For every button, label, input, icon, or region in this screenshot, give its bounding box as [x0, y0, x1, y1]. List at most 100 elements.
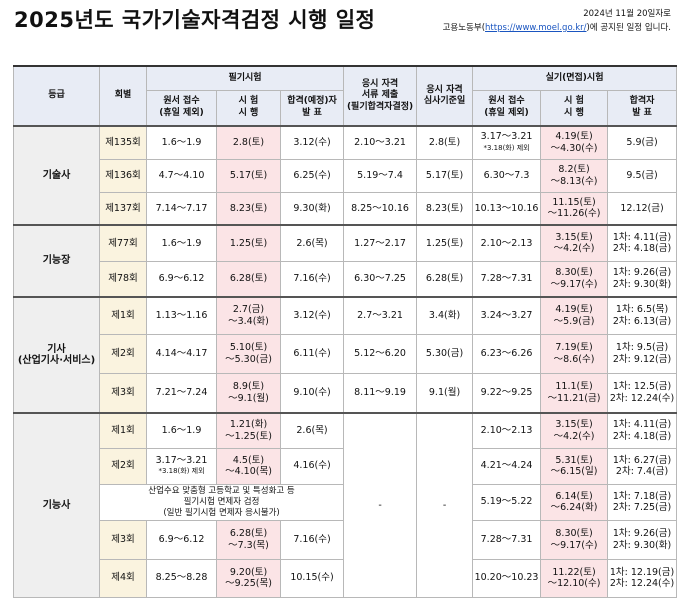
p-result-cell: 1차: 6.27(금) 2차: 7.4(금)	[607, 447, 678, 485]
grade-craftsman-master: 기능장	[13, 224, 100, 298]
session-cell: 제78회	[99, 260, 147, 298]
w-app-cell: 8.25～8.28	[146, 558, 217, 598]
w-app-cell: 4.14～4.17	[146, 333, 217, 374]
p-result-cell: 1차: 9.26(금) 2차: 9.30(화)	[607, 260, 678, 298]
w-exam-cell: 6.28(토)	[216, 260, 281, 298]
review-cell: 3.4(화)	[416, 296, 474, 335]
p-result-cell: 12.12(금)	[607, 191, 678, 226]
session-cell: 제135회	[99, 125, 147, 160]
p-app-cell: 6.30～7.3	[472, 158, 542, 193]
w-result-cell: 10.15(수)	[279, 558, 345, 598]
grade-engineer: 기사 (산업기사·서비스)	[13, 296, 100, 414]
p-app-cell: 9.22～9.25	[472, 372, 542, 414]
session-cell: 제77회	[99, 224, 147, 262]
review-cell: 5.30(금)	[416, 333, 474, 374]
p-result-cell: 1차: 6.5(목) 2차: 6.13(금)	[607, 296, 678, 335]
p-result-cell: 1차: 12.5(금) 2차: 12.24(수)	[607, 372, 678, 414]
p-exam-cell: 8.30(토) ～9.17(수)	[540, 519, 609, 560]
col-doc-submit: 응시 자격 서류 제출 (필기합격자결정)	[343, 65, 418, 127]
w-result-cell: 7.16(수)	[279, 260, 345, 298]
w-app-cell: 1.6～1.9	[146, 125, 217, 160]
w-app-cell: 4.7～4.10	[146, 158, 217, 193]
exam-schedule-table: 등급 회별 필기시험 응시 자격 서류 제출 (필기합격자결정) 응시 자격 심사기준…	[13, 65, 678, 598]
session-cell: 제137회	[99, 191, 147, 226]
p-result-cell: 1차: 4.11(금) 2차: 4.18(금)	[607, 224, 678, 262]
notice-prefix: 고용노동부(	[442, 23, 486, 33]
w-exam-cell: 1.25(토)	[216, 224, 281, 262]
p-exam-cell: 7.19(토) ～8.6(수)	[540, 333, 609, 374]
session-cell: 제1회	[99, 412, 147, 449]
p-result-cell: 5.9(금)	[607, 125, 678, 160]
review-cell: 1.25(토)	[416, 224, 474, 262]
page-title: 2025년도 국가기술자격검정 시행 일정	[14, 8, 376, 32]
p-exam-cell: 5.31(토) ～6.15(일)	[540, 447, 609, 485]
table-row: 기능장 제77회 1.6～1.9 1.25(토) 2.6(목) 1.27～2.1…	[13, 224, 678, 298]
p-exam-cell: 11.15(토) ～11.26(수)	[540, 191, 609, 226]
doc-cell: 8.11～9.19	[343, 372, 418, 414]
w-result-cell: 3.12(수)	[279, 296, 345, 335]
p-exam-cell: 4.19(토) ～5.9(금)	[540, 296, 609, 335]
review-cell-dash: -	[416, 412, 474, 598]
w-exam-cell: 4.5(토) ～4.10(목)	[216, 447, 281, 485]
w-app-cell: 6.9～6.12	[146, 519, 217, 560]
table-row: 제78회 6.9～6.12 6.28(토) 7.16(수) 6.30～7.25 …	[14, 260, 678, 298]
table-row: 기사 (산업기사·서비스) 제1회 1.13～1.16 2.7(금) ～3.4(화)…	[13, 296, 678, 414]
w-result-cell: 3.12(수)	[279, 125, 345, 160]
p-app-cell: 7.28～7.31	[472, 260, 542, 298]
table-row: 기술사 제135회 1.6～1.9 2.8(토) 3.12(수) 2.10～3.…	[13, 125, 678, 226]
notice-suffix: )에 공지된 일정 입니다.	[586, 23, 671, 33]
moel-link[interactable]: https://www.moel.go.kr/	[485, 23, 587, 33]
w-app-cell: 1.13～1.16	[146, 296, 217, 335]
doc-cell: 5.19～7.4	[343, 158, 418, 193]
p-app-cell: 4.21～4.24	[472, 447, 542, 485]
w-result-cell: 2.6(목)	[279, 224, 345, 262]
session-cell: 제136회	[99, 158, 147, 193]
session-cell: 제4회	[99, 558, 147, 598]
p-app-cell: 5.19～5.22	[472, 483, 542, 521]
p-exam-cell: 3.15(토) ～4.2(수)	[540, 224, 609, 262]
session-cell: 제1회	[99, 296, 147, 335]
review-cell: 8.23(토)	[416, 191, 474, 226]
col-written: 필기시험	[145, 65, 345, 91]
review-cell: 5.17(토)	[416, 158, 474, 193]
session-cell: 제2회	[99, 447, 147, 485]
w-result-cell: 7.16(수)	[279, 519, 345, 560]
p-exam-cell: 8.2(토) ～8.13(수)	[540, 158, 609, 193]
doc-cell: 5.12～6.20	[343, 333, 418, 374]
w-result-cell: 4.16(수)	[279, 447, 345, 485]
col-p-result: 합격자 발 표	[607, 89, 678, 127]
p-app-cell: 2.10～2.13	[472, 412, 542, 449]
date-note: 2024년 11월 20일자로	[583, 9, 671, 19]
p-exam-cell: 11.1(토) ～11.21(금)	[540, 372, 609, 414]
table-row: 제2회 4.14～4.17 5.10(토) ～5.30(금) 6.11(수) 5.…	[14, 333, 678, 374]
w-exam-cell: 5.17(토)	[216, 158, 281, 193]
doc-cell: 6.30～7.25	[343, 260, 418, 298]
p-result-cell: 1차: 9.5(금) 2차: 9.12(금)	[607, 333, 678, 374]
grade-craftsman: 기능사	[13, 412, 100, 598]
table-row: 제136회 4.7～4.10 5.17(토) 6.25(수) 5.19～7.4 …	[14, 158, 678, 193]
table-head: 등급 회별 필기시험 응시 자격 서류 제출 (필기합격자결정) 응시 자격 심사기준…	[13, 65, 678, 127]
table-body: 기술사 제135회 1.6～1.9 2.8(토) 3.12(수) 2.10～3.…	[13, 125, 678, 598]
page-header: 2025년도 국가기술자격검정 시행 일정 2024년 11월 20일자로 고용…	[0, 0, 687, 62]
w-exam-cell: 8.23(토)	[216, 191, 281, 226]
w-app-cell: 3.17～3.21 *3.18(화) 제외	[146, 447, 217, 485]
col-review-date: 응시 자격 심사기준일	[416, 65, 474, 127]
review-cell: 9.1(월)	[416, 372, 474, 414]
w-exam-cell: 8.9(토) ～9.1(월)	[216, 372, 281, 414]
col-w-result: 합격(예정)자 발 표	[279, 89, 345, 127]
w-exam-cell: 1.21(화) ～1.25(토)	[216, 412, 281, 449]
w-exam-cell: 9.20(토) ～9.25(목)	[216, 558, 281, 598]
special-exam-note: 산업수요 맞춤형 고등학교 및 특성화고 등 필기시험 면제자 검정 (일반 필기시…	[98, 483, 345, 521]
table-row: 제4회 8.25～8.28 9.20(토) ～9.25(목) 10.15(수) 1…	[14, 558, 678, 598]
review-cell: 2.8(토)	[416, 125, 474, 160]
p-result-cell: 1차: 9.26(금) 2차: 9.30(화)	[607, 519, 678, 560]
w-exam-cell: 5.10(토) ～5.30(금)	[216, 333, 281, 374]
doc-cell: 2.7～3.21	[343, 296, 418, 335]
p-exam-cell: 4.19(토) ～4.30(수)	[540, 125, 609, 160]
w-app-cell: 6.9～6.12	[146, 260, 217, 298]
p-exam-cell: 6.14(토) ～6.24(화)	[540, 483, 609, 521]
p-result-cell: 1차: 7.18(금) 2차: 7.25(금)	[607, 483, 678, 521]
col-practical: 실기(면접)시험	[472, 65, 678, 91]
table-row: 제2회 3.17～3.21 *3.18(화) 제외 4.5(토) ～4.10(목) …	[14, 447, 678, 485]
